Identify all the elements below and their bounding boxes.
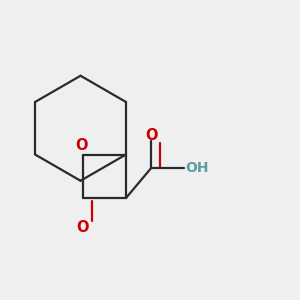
Text: O: O: [145, 128, 157, 143]
Text: O: O: [76, 220, 89, 235]
Text: OH: OH: [185, 161, 208, 175]
Text: O: O: [76, 138, 88, 153]
